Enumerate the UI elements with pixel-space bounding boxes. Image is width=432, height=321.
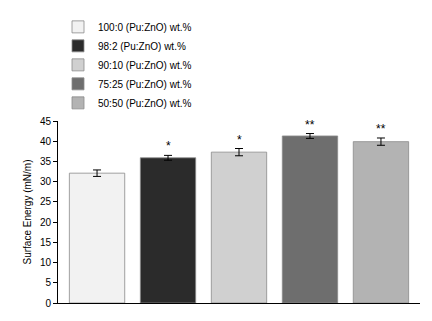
- svg-text:15: 15: [40, 237, 52, 248]
- svg-text:*: *: [166, 139, 171, 153]
- svg-text:20: 20: [40, 217, 52, 228]
- svg-text:75:25 (Pu:ZnO) wt.%: 75:25 (Pu:ZnO) wt.%: [98, 79, 191, 90]
- svg-text:0: 0: [45, 298, 51, 309]
- svg-text:98:2 (Pu:ZnO) wt.%: 98:2 (Pu:ZnO) wt.%: [98, 41, 186, 52]
- svg-text:40: 40: [40, 136, 52, 147]
- svg-text:10: 10: [40, 257, 52, 268]
- svg-text:5: 5: [45, 277, 51, 288]
- svg-text:30: 30: [40, 176, 52, 187]
- svg-text:50:50 (Pu:ZnO) wt.%: 50:50 (Pu:ZnO) wt.%: [98, 98, 191, 109]
- svg-text:90:10 (Pu:ZnO) wt.%: 90:10 (Pu:ZnO) wt.%: [98, 60, 191, 71]
- svg-text:45: 45: [40, 116, 52, 127]
- svg-text:Surface Energy (mN/m): Surface Energy (mN/m): [22, 159, 33, 264]
- svg-text:*: *: [237, 133, 242, 147]
- svg-text:**: **: [305, 118, 315, 132]
- svg-text:**: **: [376, 122, 386, 136]
- svg-text:25: 25: [40, 196, 52, 207]
- svg-text:100:0 (Pu:ZnO) wt.%: 100:0 (Pu:ZnO) wt.%: [98, 22, 191, 33]
- svg-text:35: 35: [40, 156, 52, 167]
